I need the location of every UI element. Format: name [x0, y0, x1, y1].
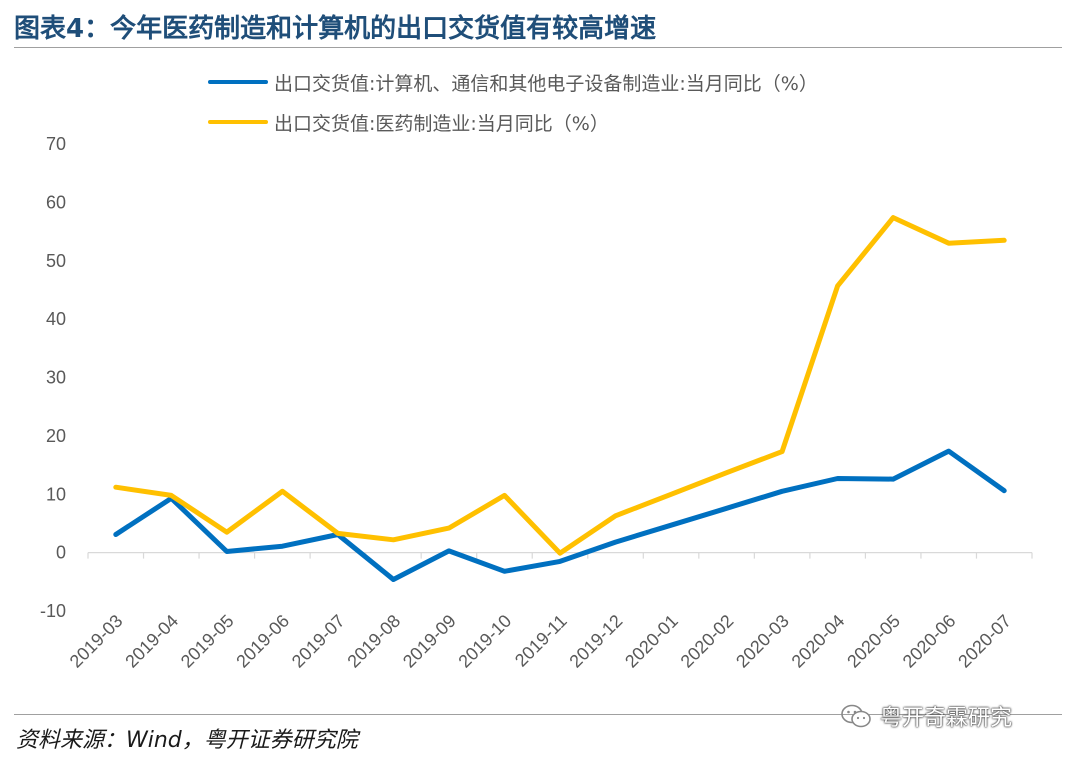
- x-tick-label: 2019-03: [66, 611, 127, 672]
- legend-swatch-computer: [208, 80, 268, 84]
- y-tick-label: 60: [46, 192, 66, 212]
- x-tick-label: 2019-05: [177, 611, 238, 672]
- x-tick-label: 2019-07: [288, 611, 349, 672]
- x-tick-label: 2020-02: [677, 611, 738, 672]
- watermark: 粤开奇霖研究: [840, 700, 1012, 732]
- source-note: 资料来源：Wind，粤开证券研究院: [16, 728, 358, 753]
- x-tick-label: 2020-04: [788, 611, 849, 672]
- y-tick-label: 40: [46, 309, 66, 329]
- x-tick-label: 2020-05: [843, 611, 904, 672]
- y-tick-label: 10: [46, 484, 66, 504]
- title-divider: [14, 47, 1062, 48]
- y-tick-label: 0: [56, 543, 66, 563]
- y-tick-label: 30: [46, 368, 66, 388]
- x-tick-label: 2020-01: [621, 611, 682, 672]
- wechat-icon: [841, 704, 871, 728]
- x-tick-label: 2020-03: [732, 611, 793, 672]
- legend-swatch-pharma: [208, 120, 268, 124]
- x-tick-label: 2019-09: [399, 611, 460, 672]
- legend-label-computer: 出口交货值:计算机、通信和其他电子设备制造业:当月同比（%）: [274, 72, 818, 95]
- y-tick-label: 20: [46, 426, 66, 446]
- legend-item-computer: 出口交货值:计算机、通信和其他电子设备制造业:当月同比（%）: [208, 62, 818, 102]
- x-tick-label: 2019-10: [454, 611, 515, 672]
- x-tick-label: 2019-04: [121, 611, 182, 672]
- y-tick-label: 70: [46, 134, 66, 154]
- footer-divider: [14, 714, 1062, 715]
- y-tick-label: -10: [40, 601, 66, 621]
- y-tick-label: 50: [46, 251, 66, 271]
- series-line-pharma: [113, 215, 1007, 556]
- x-tick-label: 2019-06: [232, 611, 293, 672]
- chart-title: 图表4：今年医药制造和计算机的出口交货值有较高增速: [14, 14, 657, 44]
- x-tick-label: 2019-08: [343, 611, 404, 672]
- x-tick-label: 2019-12: [566, 611, 627, 672]
- legend-item-pharma: 出口交货值:医药制造业:当月同比（%）: [208, 102, 818, 142]
- x-tick-label: 2019-11: [511, 611, 571, 671]
- watermark-text: 粤开奇霖研究: [880, 706, 1013, 731]
- x-tick-label: 2020-06: [899, 611, 960, 672]
- x-tick-label: 2020-07: [954, 611, 1015, 672]
- legend-label-pharma: 出口交货值:医药制造业:当月同比（%）: [274, 112, 609, 135]
- chart-legend: 出口交货值:计算机、通信和其他电子设备制造业:当月同比（%） 出口交货值:医药制…: [208, 62, 818, 142]
